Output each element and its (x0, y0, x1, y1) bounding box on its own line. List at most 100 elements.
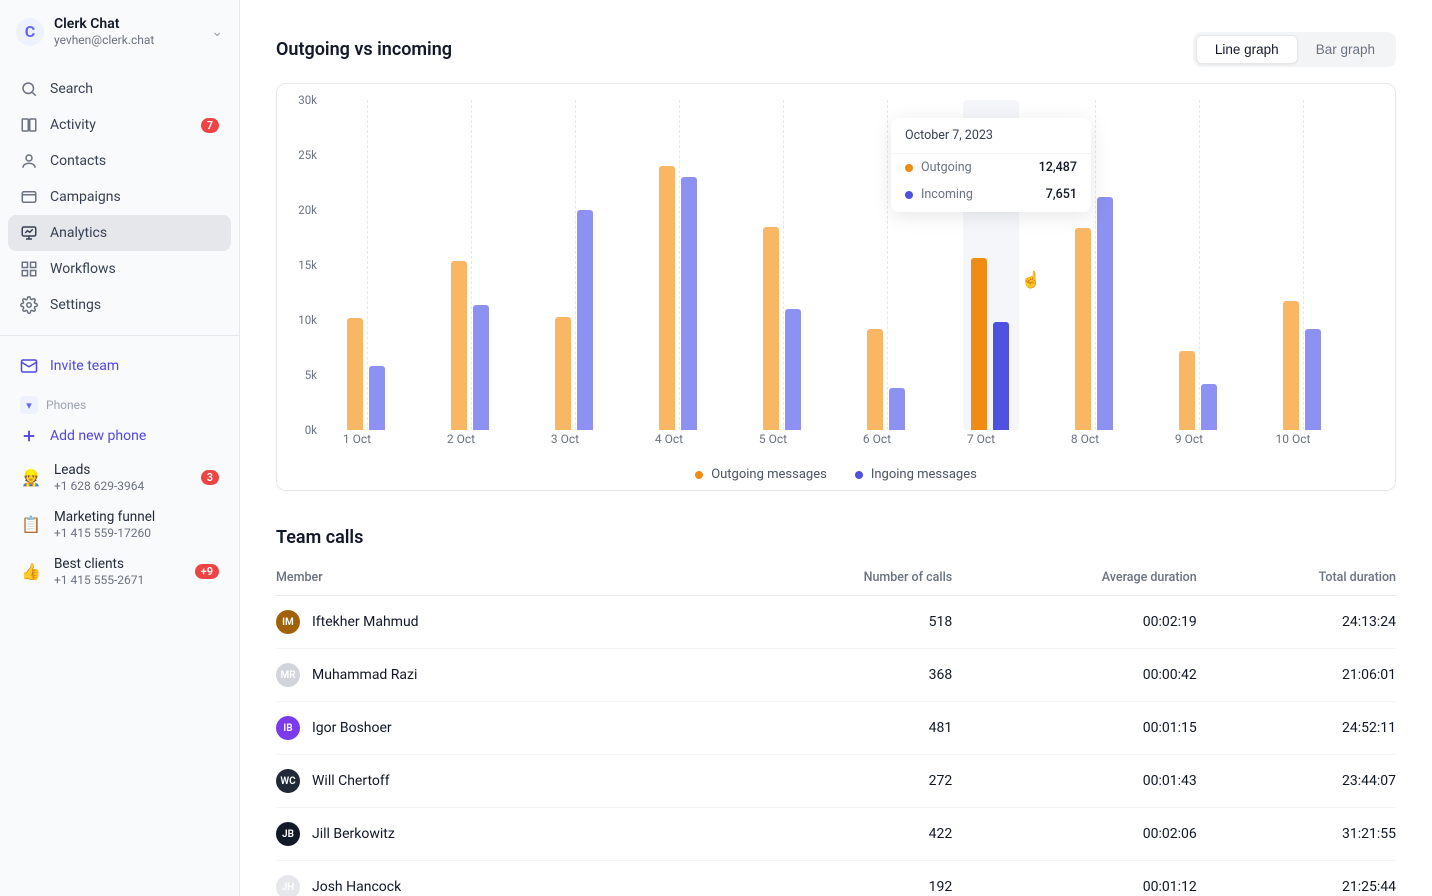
x-axis-label: 5 Oct (759, 432, 787, 446)
bar-outgoing[interactable] (659, 166, 675, 430)
col-avg: Average duration (952, 560, 1197, 596)
table-row[interactable]: WC Will Chertoff 272 00:01:43 23:44:07 (276, 755, 1396, 808)
bar-outgoing[interactable] (347, 318, 363, 430)
x-axis-label: 6 Oct (863, 432, 891, 446)
bar-outgoing[interactable] (451, 261, 467, 430)
cell-total: 31:21:55 (1197, 808, 1396, 861)
grid-line (1199, 100, 1200, 430)
bar-incoming[interactable] (369, 366, 385, 430)
bar-outgoing[interactable] (971, 258, 987, 430)
tooltip-in-value: 7,651 (1046, 187, 1077, 202)
sidebar-label: Invite team (50, 358, 219, 374)
chart-title: Outgoing vs incoming (276, 39, 452, 60)
workflows-icon (20, 260, 38, 278)
bar-incoming[interactable] (681, 177, 697, 430)
bar-outgoing[interactable] (555, 317, 571, 430)
bar-outgoing[interactable] (1179, 351, 1195, 430)
member-name: Muhammad Razi (312, 667, 417, 683)
bar-outgoing[interactable] (867, 329, 883, 430)
cursor-icon: ☝ (1021, 270, 1041, 289)
phone-item[interactable]: 📋 Marketing funnel +1 415 559-17260 (0, 501, 239, 548)
sidebar-item-workflows[interactable]: Workflows (8, 251, 231, 287)
mail-icon (20, 357, 38, 375)
sidebar: C Clerk Chat yevhen@clerk.chat ⌄ Search … (0, 0, 240, 896)
phone-emoji-icon: 👷 (20, 467, 42, 489)
phone-number: +1 415 555-2671 (54, 573, 183, 587)
contacts-icon (20, 152, 38, 170)
x-axis-label: 10 Oct (1276, 432, 1311, 446)
grid-line (471, 100, 472, 430)
activity-icon (20, 116, 38, 134)
y-axis-label: 20k (298, 203, 317, 217)
col-member: Member (276, 560, 724, 596)
chart-card: 30k25k20k15k10k5k0k October 7, 2023 Outg… (276, 83, 1396, 491)
sidebar-item-analytics[interactable]: Analytics (8, 215, 231, 251)
grid-line (575, 100, 576, 430)
bar-incoming[interactable] (993, 322, 1009, 430)
table-row[interactable]: IM Iftekher Mahmud 518 00:02:19 24:13:24 (276, 596, 1396, 649)
avatar: WC (276, 769, 300, 793)
sidebar-item-invite[interactable]: Invite team (8, 348, 231, 384)
sidebar-item-search[interactable]: Search (8, 71, 231, 107)
member-name: Jill Berkowitz (312, 826, 395, 842)
sidebar-item-campaigns[interactable]: Campaigns (8, 179, 231, 215)
cell-total: 21:06:01 (1197, 649, 1396, 702)
grid-line (1095, 100, 1096, 430)
cell-avg: 00:01:15 (952, 702, 1197, 755)
table-row[interactable]: IB Igor Boshoer 481 00:01:15 24:52:11 (276, 702, 1396, 755)
legend-dot-icon (905, 164, 913, 172)
bar-outgoing[interactable] (763, 227, 779, 431)
bar-outgoing[interactable] (1075, 228, 1091, 430)
cell-calls: 192 (724, 861, 952, 896)
sidebar-item-contacts[interactable]: Contacts (8, 143, 231, 179)
phone-number: +1 628 629-3964 (54, 479, 189, 493)
bar-outgoing[interactable] (1283, 301, 1299, 430)
legend-dot-icon (905, 191, 913, 199)
bar-incoming[interactable] (889, 388, 905, 430)
x-axis-label: 9 Oct (1175, 432, 1203, 446)
divider (0, 335, 239, 336)
y-axis-label: 15k (298, 258, 317, 272)
bar-incoming[interactable] (1097, 197, 1113, 430)
phone-item[interactable]: 👷 Leads +1 628 629-3964 3 (0, 454, 239, 501)
phone-badge: +9 (195, 564, 219, 579)
table-row[interactable]: JH Josh Hancock 192 00:01:12 21:25:44 (276, 861, 1396, 896)
x-axis-label: 7 Oct (967, 432, 995, 446)
org-email: yevhen@clerk.chat (54, 33, 201, 47)
sidebar-item-activity[interactable]: Activity 7 (8, 107, 231, 143)
x-axis-label: 3 Oct (551, 432, 579, 446)
main-content: Outgoing vs incoming Line graph Bar grap… (240, 0, 1432, 896)
legend-out-label: Outgoing messages (711, 467, 827, 482)
avatar: MR (276, 663, 300, 687)
line-graph-button[interactable]: Line graph (1196, 35, 1298, 64)
campaigns-icon (20, 188, 38, 206)
grid-line (1303, 100, 1304, 430)
sidebar-label: Analytics (50, 225, 219, 241)
sidebar-item-settings[interactable]: Settings (8, 287, 231, 323)
plus-icon (20, 427, 38, 445)
org-switcher[interactable]: C Clerk Chat yevhen@clerk.chat ⌄ (0, 0, 239, 67)
phone-emoji-icon: 👍 (20, 561, 42, 583)
sidebar-label: Workflows (50, 261, 219, 277)
table-row[interactable]: MR Muhammad Razi 368 00:00:42 21:06:01 (276, 649, 1396, 702)
member-name: Igor Boshoer (312, 720, 392, 736)
chart-area[interactable]: 30k25k20k15k10k5k0k October 7, 2023 Outg… (317, 100, 1385, 430)
bar-incoming[interactable] (1201, 384, 1217, 430)
bar-incoming[interactable] (577, 210, 593, 430)
bar-incoming[interactable] (1305, 329, 1321, 430)
phone-item[interactable]: 👍 Best clients +1 415 555-2671 +9 (0, 548, 239, 595)
bar-incoming[interactable] (785, 309, 801, 430)
cell-avg: 00:02:06 (952, 808, 1197, 861)
table-row[interactable]: JB Jill Berkowitz 422 00:02:06 31:21:55 (276, 808, 1396, 861)
bar-incoming[interactable] (473, 305, 489, 430)
y-axis-label: 30k (298, 93, 317, 107)
cell-avg: 00:01:43 (952, 755, 1197, 808)
col-calls: Number of calls (724, 560, 952, 596)
col-total: Total duration (1197, 560, 1396, 596)
cell-calls: 368 (724, 649, 952, 702)
add-phone-button[interactable]: Add new phone (0, 418, 239, 454)
chart-tooltip: October 7, 2023 Outgoing 12,487 Incoming… (891, 118, 1091, 212)
bar-graph-button[interactable]: Bar graph (1298, 35, 1393, 64)
table-title: Team calls (276, 527, 1396, 548)
sidebar-label: Search (50, 81, 219, 97)
